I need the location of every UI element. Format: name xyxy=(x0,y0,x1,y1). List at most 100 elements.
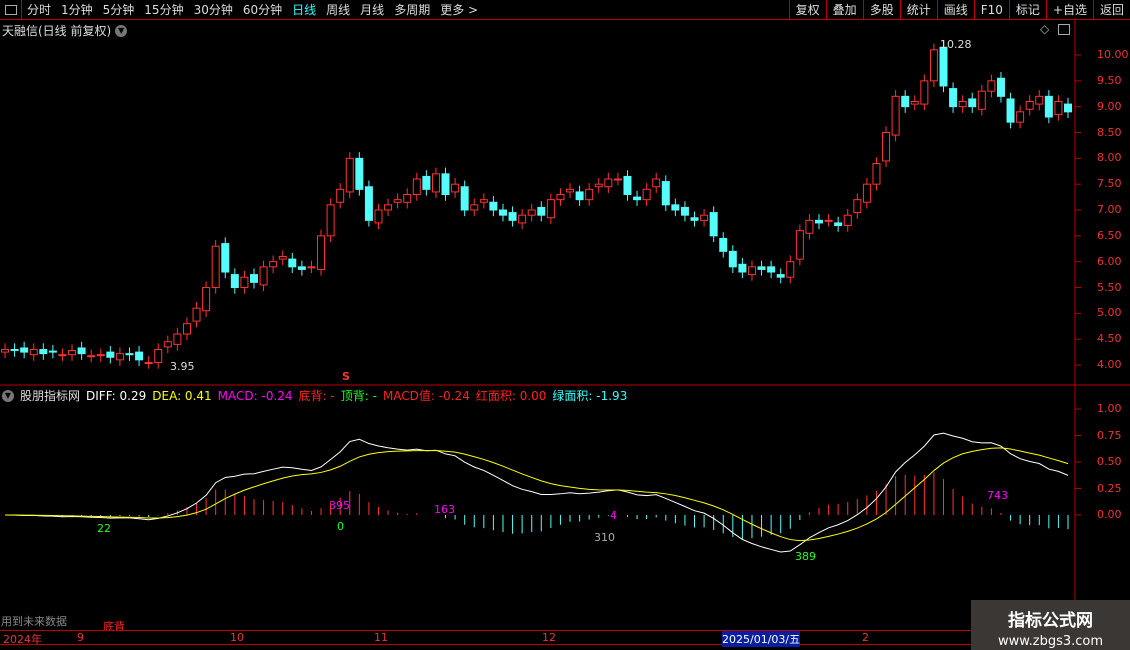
candle xyxy=(422,175,431,190)
candle xyxy=(527,209,536,216)
period-60min[interactable]: 60分钟 xyxy=(242,3,283,17)
red-area: 红面积: 0.00 xyxy=(475,389,547,403)
time-label: 9 xyxy=(77,631,84,644)
candle xyxy=(173,333,182,345)
candle xyxy=(393,199,402,203)
candle xyxy=(604,178,613,188)
draw-button[interactable]: 画线 xyxy=(936,0,974,20)
candle xyxy=(68,350,77,356)
candle xyxy=(77,347,86,355)
macd-annotation: 22 xyxy=(97,522,111,535)
period-monthly[interactable]: 月线 xyxy=(360,3,385,17)
dea-line xyxy=(4,447,1069,542)
candle xyxy=(872,163,881,185)
candle xyxy=(633,196,642,201)
candle xyxy=(249,274,258,283)
period-5min[interactable]: 5分钟 xyxy=(102,3,135,17)
candle xyxy=(20,347,29,353)
macd-annotation: 0 xyxy=(337,520,344,533)
macd-val: MACD值: -0.24 xyxy=(382,389,470,403)
candle xyxy=(834,222,843,227)
candle xyxy=(58,354,67,357)
candle xyxy=(374,209,383,224)
candle xyxy=(566,188,575,193)
candle xyxy=(1006,98,1015,123)
candle xyxy=(767,266,776,273)
candle xyxy=(1,349,9,353)
candle xyxy=(278,256,287,260)
chevron-down-icon[interactable]: ▼ xyxy=(2,389,14,402)
diamond-icon[interactable]: ◇ xyxy=(1040,22,1050,36)
candle xyxy=(106,351,115,358)
candle xyxy=(48,350,57,353)
candle xyxy=(575,191,584,201)
candle xyxy=(747,266,756,276)
candle xyxy=(661,181,670,206)
candle xyxy=(910,101,919,105)
period-30min[interactable]: 30分钟 xyxy=(193,3,233,17)
price-axis-label: 8.00 xyxy=(1097,151,1122,165)
period-multi[interactable]: 多周期 xyxy=(394,3,431,17)
macd-annotation: 163 xyxy=(434,503,455,516)
candle xyxy=(364,186,373,221)
candle xyxy=(317,235,326,270)
candle xyxy=(125,353,134,356)
candle xyxy=(202,287,211,312)
candle xyxy=(297,266,306,270)
candle xyxy=(795,230,804,260)
mark-button[interactable]: 标记 xyxy=(1008,0,1046,20)
period-15min[interactable]: 15分钟 xyxy=(144,3,184,17)
dea-value: DEA: 0.41 xyxy=(152,388,212,403)
overlay-button[interactable]: 叠加 xyxy=(825,0,863,20)
back-button[interactable]: 返回 xyxy=(1092,0,1130,20)
candle xyxy=(776,274,785,278)
stats-button[interactable]: 统计 xyxy=(899,0,937,20)
price-axis-label: 9.50 xyxy=(1097,73,1122,87)
f10-button[interactable]: F10 xyxy=(973,0,1009,20)
green-area: 绿面积: -1.93 xyxy=(552,389,628,403)
macd-axis-label: 0.75 xyxy=(1097,428,1122,442)
candle xyxy=(345,157,354,193)
candle xyxy=(192,307,201,322)
candle xyxy=(680,206,689,216)
candle xyxy=(891,95,900,136)
fuquan-button[interactable]: 复权 xyxy=(788,0,826,20)
candle xyxy=(10,349,19,352)
add-watchlist-button[interactable]: +自选 xyxy=(1045,0,1093,20)
price-axis-label: 4.00 xyxy=(1097,358,1122,372)
candle xyxy=(518,214,527,224)
candle xyxy=(843,214,852,227)
candle xyxy=(1054,101,1063,115)
time-label: 12 xyxy=(542,631,556,644)
price-axis-label: 7.50 xyxy=(1097,177,1122,191)
period-1min[interactable]: 1分钟 xyxy=(61,3,93,17)
candle xyxy=(996,77,1005,97)
top-divergence: 顶背: - xyxy=(340,389,377,403)
candle xyxy=(87,355,96,358)
chart-title: 天融信(日线 前复权) ▼ xyxy=(2,22,128,39)
indicator-name[interactable]: 股朋指标网 xyxy=(20,389,81,403)
panel-toggle-icon[interactable] xyxy=(1058,24,1070,35)
price-axis-label: 5.50 xyxy=(1097,280,1122,294)
period-daily[interactable]: 日线 xyxy=(292,3,317,17)
candle xyxy=(1016,111,1025,123)
price-axis-label: 10.00 xyxy=(1097,48,1129,61)
sidebar-toggle-icon[interactable] xyxy=(0,0,22,20)
multi-stock-button[interactable]: 多股 xyxy=(862,0,900,20)
price-axis-label: 5.00 xyxy=(1097,306,1122,320)
period-weekly[interactable]: 周线 xyxy=(326,3,351,17)
period-分时[interactable]: 分时 xyxy=(27,3,52,17)
candle xyxy=(163,341,172,348)
candle xyxy=(1044,95,1053,118)
price-axis-label: 6.50 xyxy=(1097,228,1122,242)
candle xyxy=(441,173,450,196)
period-more[interactable]: 更多 > xyxy=(440,3,479,17)
candle xyxy=(269,261,278,268)
candle xyxy=(211,245,220,289)
candle xyxy=(594,183,603,188)
candle xyxy=(288,258,297,268)
macd-axis-label: 1.00 xyxy=(1097,402,1122,415)
chevron-down-icon[interactable]: ▼ xyxy=(115,24,128,37)
candle xyxy=(221,243,230,273)
